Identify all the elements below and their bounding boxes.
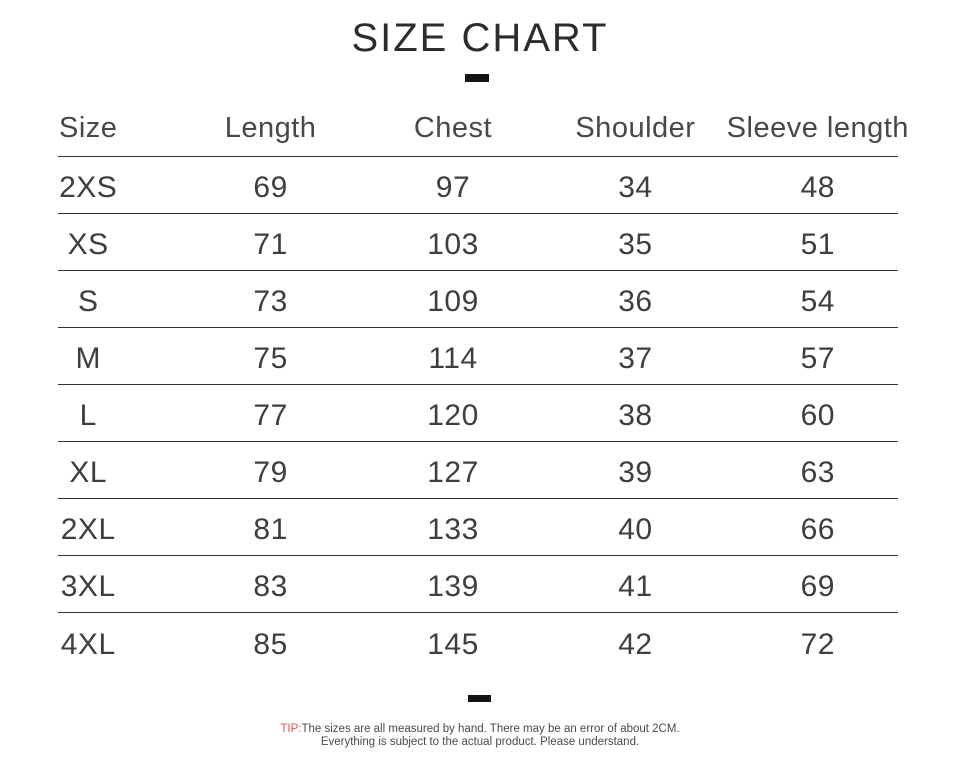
measurement-value: 81 — [253, 513, 288, 546]
measurement-value: 69 — [253, 171, 288, 204]
size-label: L — [79, 399, 97, 432]
measurement-value: 71 — [253, 228, 288, 261]
measurement-value: 40 — [618, 513, 653, 546]
size-label: 2XL — [60, 513, 116, 546]
size-label: 3XL — [60, 570, 116, 603]
measurement-value: 83 — [253, 570, 288, 603]
size-label: XL — [69, 456, 108, 489]
measurement-value: 114 — [428, 342, 478, 375]
measurement-value: 63 — [800, 456, 835, 489]
measurement-value: 139 — [427, 570, 479, 603]
table-row: 4XL 85 145 42 72 — [58, 613, 898, 670]
tip-text: TIP:The sizes are all measured by hand. … — [0, 723, 960, 749]
table-row: M 75 114 37 57 — [58, 328, 898, 385]
table-header-cells: Size Length Chest Shoulder Sleeve length — [0, 100, 909, 156]
table-row: L 77 120 38 60 — [58, 385, 898, 442]
measurement-value: 34 — [618, 171, 653, 204]
table-row: XS 71 103 35 51 — [58, 214, 898, 271]
size-chart-table: Size Length Chest Shoulder Sleeve length 2XS… — [58, 100, 908, 670]
measurement-value: 72 — [800, 627, 835, 661]
table-row-cells: XS 71 103 35 51 — [0, 214, 909, 270]
size-label: 4XL — [60, 627, 116, 661]
tip-line2: Everything is subject to the actual prod… — [320, 736, 640, 748]
measurement-value: 54 — [800, 285, 835, 318]
column-header-chest: Chest — [413, 111, 493, 144]
size-label: S — [77, 285, 99, 318]
table-row-cells: 2XL 81 133 40 66 — [0, 499, 909, 555]
measurement-value: 42 — [618, 627, 653, 661]
table-row: S 73 109 36 54 — [58, 271, 898, 328]
measurement-value: 35 — [618, 228, 653, 261]
measurement-value: 51 — [800, 228, 835, 261]
measurement-value: 66 — [800, 513, 835, 546]
measurement-value: 73 — [253, 285, 288, 318]
measurement-value: 120 — [427, 399, 479, 432]
measurement-value: 109 — [427, 285, 479, 318]
table-row-cells: XL 79 127 39 63 — [0, 442, 909, 498]
measurement-value: 145 — [427, 627, 479, 661]
table-row-cells: L 77 120 38 60 — [0, 385, 909, 441]
measurement-value: 133 — [427, 513, 479, 546]
size-label: M — [75, 342, 101, 375]
table-header-row: Size Length Chest Shoulder Sleeve length — [58, 100, 908, 157]
column-header-size: Size — [58, 111, 118, 144]
table-row: 2XS 69 97 34 48 — [58, 157, 898, 214]
measurement-value: 127 — [427, 456, 479, 489]
column-header-shoulder: Shoulder — [575, 111, 696, 144]
measurement-value: 36 — [618, 285, 653, 318]
measurement-value: 41 — [618, 570, 653, 603]
measurement-value: 60 — [800, 399, 835, 432]
table-row-cells: S 73 109 36 54 — [0, 271, 909, 327]
column-header-length: Length — [224, 111, 317, 144]
tip-line1: The sizes are all measured by hand. Ther… — [301, 723, 680, 735]
page-title: SIZE CHART — [351, 16, 609, 60]
measurement-value: 97 — [435, 171, 471, 204]
table-body: 2XS 69 97 34 48 XS 71 103 35 51 S 73 109 36 54 M 75 114 37… — [58, 157, 898, 670]
measurement-value: 38 — [618, 399, 653, 432]
title-divider-dash — [465, 74, 489, 82]
table-row: XL 79 127 39 63 — [58, 442, 898, 499]
table-row-cells: M 75 114 37 57 — [0, 328, 909, 384]
measurement-value: 103 — [427, 228, 479, 261]
table-row-cells: 4XL 85 145 42 72 — [0, 613, 909, 670]
size-label: 2XS — [59, 171, 118, 204]
table-row: 3XL 83 139 41 69 — [58, 556, 898, 613]
measurement-value: 48 — [800, 171, 835, 204]
measurement-value: 79 — [253, 456, 288, 489]
measurement-value: 57 — [800, 342, 835, 375]
measurement-value: 39 — [618, 456, 653, 489]
measurement-value: 37 — [618, 342, 653, 375]
measurement-value: 75 — [253, 342, 288, 375]
tip-label: TIP: — [280, 723, 302, 735]
table-row-cells: 3XL 83 139 41 69 — [0, 556, 909, 612]
table-row: 2XL 81 133 40 66 — [58, 499, 898, 556]
measurement-value: 77 — [253, 399, 288, 432]
table-row-cells: 2XS 69 97 34 48 — [0, 157, 909, 213]
column-header-sleeve-length: Sleeve length — [726, 111, 909, 144]
footer-divider-dash — [468, 695, 491, 702]
measurement-value: 85 — [253, 627, 288, 661]
measurement-value: 69 — [800, 570, 835, 603]
size-label: XS — [67, 228, 109, 261]
